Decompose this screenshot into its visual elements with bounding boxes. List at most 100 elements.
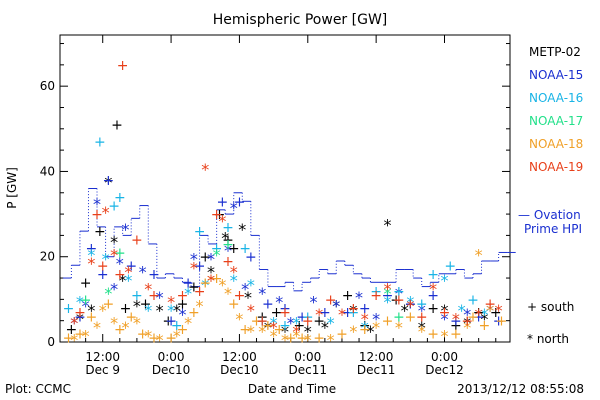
data-point-noaa-19: +	[256, 314, 268, 330]
data-point-noaa-19: +	[74, 305, 86, 321]
data-point-metp-02: +	[271, 305, 283, 321]
data-point-noaa-19: +	[325, 292, 337, 308]
data-point-noaa-19: +	[148, 288, 160, 304]
data-point-noaa-16: *	[201, 275, 209, 294]
data-point-noaa-18: +	[427, 326, 439, 342]
data-point-noaa-18: *	[327, 331, 335, 350]
data-point-noaa-19: *	[315, 305, 323, 324]
data-point-metp-02: +	[177, 297, 189, 313]
data-point-noaa-19: *	[218, 211, 226, 230]
data-point-noaa-19: *	[292, 322, 300, 341]
data-point-noaa-15: +	[382, 288, 394, 304]
data-point-noaa-15: +	[296, 309, 308, 325]
data-point-noaa-18: +	[478, 318, 490, 334]
data-point-noaa-15: +	[319, 305, 331, 321]
y-tick-label: 0	[47, 335, 55, 349]
data-point-metp-02: *	[440, 301, 448, 320]
data-point-noaa-18: +	[239, 322, 251, 338]
data-point-noaa-19: *	[429, 280, 437, 299]
data-point-noaa-16: +	[194, 224, 206, 240]
data-point-noaa-16: *	[361, 318, 369, 337]
data-point-metp-02: *	[119, 271, 127, 290]
data-point-noaa-16: +	[279, 318, 291, 334]
data-point-noaa-15: +	[74, 309, 86, 325]
data-point-noaa-16: *	[440, 271, 448, 290]
data-point-noaa-16: +	[444, 258, 456, 274]
data-point-metp-02: +	[140, 297, 152, 313]
data-point-metp-02: +	[473, 305, 485, 321]
data-point-metp-02: +	[94, 224, 106, 240]
data-point-noaa-16: *	[406, 292, 414, 311]
data-point-noaa-18: *	[304, 331, 312, 350]
data-point-noaa-15: +	[165, 314, 177, 330]
data-point-noaa-19: +	[484, 297, 496, 313]
data-point-noaa-19: *	[270, 318, 278, 337]
data-point-noaa-18: *	[418, 322, 426, 341]
data-point-noaa-18: +	[199, 275, 211, 291]
data-point-noaa-18: *	[235, 309, 243, 328]
data-point-noaa-19: *	[87, 254, 95, 273]
data-point-noaa-18: *	[99, 301, 107, 320]
x-tick-label-date: Dec12	[425, 363, 464, 377]
data-point-metp-02: +	[120, 301, 132, 317]
data-point-noaa-16: *	[167, 301, 175, 320]
data-point-noaa-19: +	[97, 258, 109, 274]
data-point-noaa-18: *	[258, 322, 266, 341]
data-point-noaa-15: +	[493, 314, 505, 330]
data-point-noaa-16: +	[239, 241, 251, 257]
data-point-noaa-18: *	[475, 245, 483, 264]
data-point-noaa-18: *	[395, 318, 403, 337]
data-point-noaa-18: +	[262, 318, 274, 334]
legend: METP-02 NOAA-15 NOAA-16 NOAA-17 NOAA-18 NOAA-…	[518, 45, 583, 346]
data-point-noaa-15: *	[395, 284, 403, 303]
data-point-metp-02: +	[256, 309, 268, 325]
data-point-noaa-19: +	[177, 288, 189, 304]
data-point-noaa-19: *	[247, 301, 255, 320]
data-point-noaa-16: +	[393, 284, 405, 300]
data-point-noaa-18: +	[165, 331, 177, 347]
data-point-noaa-18: *	[349, 322, 357, 341]
data-point-metp-02: +	[188, 280, 200, 296]
data-point-noaa-19: *	[207, 271, 215, 290]
data-point-noaa-15: *	[287, 314, 295, 333]
x-tick-label-date: Dec11	[289, 363, 328, 377]
y-tick-label: 60	[40, 79, 55, 93]
legend-entry-noaa-16: NOAA-16	[529, 91, 583, 105]
data-point-noaa-15: *	[332, 297, 340, 316]
data-point-noaa-18: +	[467, 309, 479, 325]
data-point-metp-02: *	[281, 322, 289, 341]
data-point-noaa-19: *	[201, 160, 209, 179]
data-point-noaa-16: +	[427, 267, 439, 283]
x-axis-label: Date and Time	[248, 382, 336, 396]
data-point-noaa-16: +	[347, 305, 359, 321]
data-point-noaa-19: *	[167, 292, 175, 311]
data-point-noaa-17: +	[222, 237, 234, 253]
data-point-noaa-18: +	[313, 331, 325, 347]
data-point-metp-02: *	[221, 228, 229, 247]
data-point-noaa-19: *	[384, 280, 392, 299]
data-point-metp-02: *	[238, 220, 246, 239]
data-point-noaa-16: +	[63, 301, 75, 317]
data-point-noaa-18: *	[270, 326, 278, 345]
data-point-noaa-15: +	[359, 301, 371, 317]
data-point-noaa-19: +	[117, 58, 129, 74]
data-point-metp-02: +	[427, 301, 439, 317]
legend-north: * north	[527, 332, 569, 346]
y-tick-label: 20	[40, 250, 55, 264]
y-tick-label: 40	[40, 164, 55, 178]
data-point-metp-02: *	[332, 297, 340, 316]
chart-title: Hemispheric Power [GW]	[213, 12, 388, 28]
data-point-noaa-18: *	[93, 318, 101, 337]
data-point-metp-02: *	[321, 318, 329, 337]
data-point-noaa-19: +	[370, 288, 382, 304]
data-point-metp-02: +	[359, 318, 371, 334]
data-point-metp-02: *	[173, 301, 181, 320]
data-point-noaa-19: +	[222, 254, 234, 270]
data-point-metp-02: +	[228, 241, 240, 257]
ovation-prime-hpi-line	[62, 188, 516, 292]
data-point-noaa-19: +	[461, 314, 473, 330]
data-point-metp-02: *	[401, 301, 409, 320]
data-point-noaa-15: +	[97, 267, 109, 283]
legend-ovation-line1: — Ovation	[518, 208, 581, 222]
data-point-noaa-15: +	[404, 297, 416, 313]
